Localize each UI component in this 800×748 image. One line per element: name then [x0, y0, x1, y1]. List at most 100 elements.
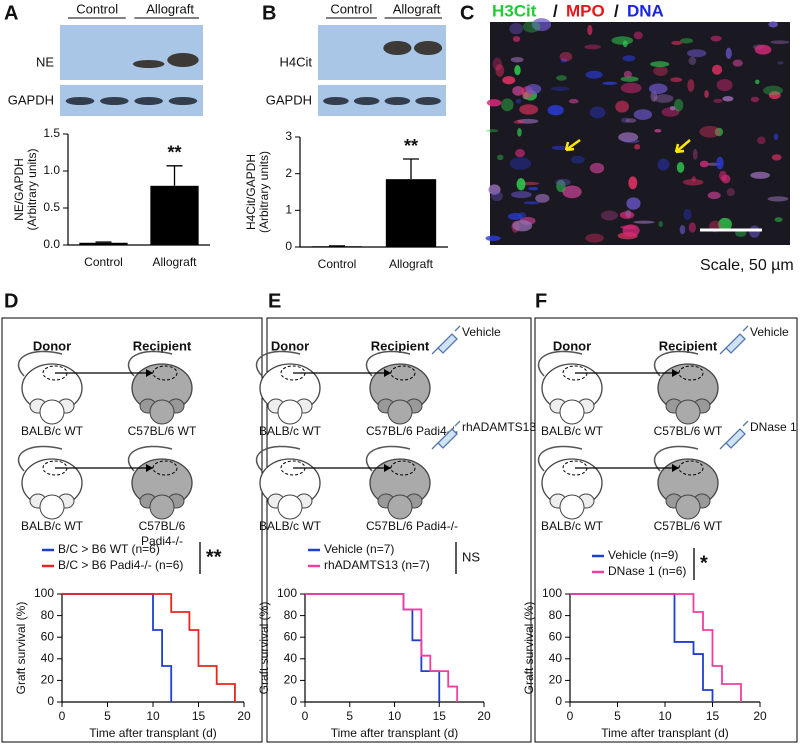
arrow [564, 138, 581, 152]
signal [673, 98, 684, 112]
y-tick-label: 0.5 [43, 200, 60, 214]
panel-label: D [4, 290, 18, 312]
legend-label: rhADAMTS13 (n=7) [324, 558, 430, 572]
signal [763, 85, 783, 96]
strain: C57BL/6 Padi4-/- [366, 519, 458, 533]
signal [488, 184, 501, 195]
signal [676, 161, 685, 173]
signal [757, 136, 766, 145]
signal [628, 176, 638, 190]
signal [556, 180, 566, 193]
signal [485, 235, 501, 242]
x-tick-label: 20 [477, 709, 491, 723]
signal [519, 104, 539, 115]
x-tick-label: 0 [302, 709, 309, 723]
blot [60, 25, 203, 80]
panel-frame [1, 317, 263, 743]
signal [704, 90, 709, 99]
x-tick-label: Allograft [389, 257, 434, 271]
signal [502, 76, 516, 85]
mouse-tail [255, 445, 301, 472]
stain: MPO [566, 1, 605, 20]
y-tick-label: 1.0 [43, 163, 60, 177]
mouse-icon [127, 350, 193, 425]
panel-label: A [4, 2, 18, 24]
signal [634, 144, 641, 150]
survival-curve [62, 593, 236, 702]
stain-legend: H3Cit / MPO / DNA [492, 1, 664, 20]
signal [713, 98, 723, 103]
signal [511, 191, 532, 199]
signal [777, 61, 784, 65]
y-tick-label: 80 [549, 608, 563, 622]
signal [535, 193, 550, 203]
signal [522, 20, 541, 33]
y-tick-label: 80 [41, 608, 55, 622]
signal [509, 157, 532, 170]
mouse-icon [255, 350, 321, 425]
signal [621, 117, 630, 123]
signal [620, 82, 642, 94]
signal [773, 133, 779, 141]
bar [79, 242, 128, 245]
band [168, 97, 198, 105]
mouse-head [559, 494, 585, 520]
legend-label: B/C > B6 Padi4-/- (n=6) [58, 558, 183, 572]
group-label: Control [330, 1, 372, 16]
signal [620, 225, 637, 230]
strain: BALB/c WT [21, 424, 84, 438]
mouse-icon [255, 445, 321, 520]
x-tick-label: 20 [753, 709, 767, 723]
syringe [719, 325, 749, 355]
signal [620, 76, 639, 82]
band [353, 97, 380, 105]
signal [687, 79, 695, 92]
mouse-tail [653, 350, 699, 377]
signal [767, 196, 789, 202]
band [65, 97, 95, 105]
mouse-head [149, 494, 175, 520]
role-label: Recipient [133, 338, 192, 353]
signal [658, 221, 663, 228]
panel-label: C [460, 2, 474, 24]
mouse-icon [653, 350, 719, 425]
signal [774, 217, 783, 223]
survival-curve [570, 593, 742, 702]
mouse-icon [17, 350, 83, 425]
row-label: H4Cit [279, 54, 312, 69]
signal [688, 56, 697, 66]
signal [611, 36, 634, 45]
signal [528, 187, 539, 191]
signal [497, 154, 504, 161]
strain: BALB/c WT [541, 424, 604, 438]
signal [551, 86, 570, 92]
y-tick-label: 2 [285, 166, 292, 180]
signal [648, 83, 668, 94]
band [167, 53, 199, 67]
strain: BALB/c WT [21, 519, 84, 533]
signal [625, 209, 632, 218]
group-label: Control [76, 1, 118, 16]
signal [560, 58, 568, 63]
mouse-head [277, 494, 303, 520]
mouse-head [277, 399, 303, 425]
mouse-icon [365, 350, 431, 425]
row-label: GAPDH [8, 92, 54, 107]
panel-frame [266, 317, 532, 743]
signal [562, 185, 582, 199]
syringe [431, 325, 461, 355]
mouse-icon [537, 350, 603, 425]
strain: BALB/c WT [259, 519, 322, 533]
treatment: DNase 1 [750, 420, 797, 434]
x-tick-label: 0 [59, 709, 66, 723]
signal [512, 85, 525, 96]
arrow-head [672, 369, 679, 377]
signal [525, 84, 542, 95]
band [383, 41, 412, 55]
arrow-head [384, 369, 391, 377]
strain: C57BL/6 WT [654, 424, 723, 438]
treatment: rhADAMTS13 [462, 420, 536, 434]
signal [710, 35, 722, 42]
signal [657, 158, 670, 171]
signal [680, 38, 694, 44]
